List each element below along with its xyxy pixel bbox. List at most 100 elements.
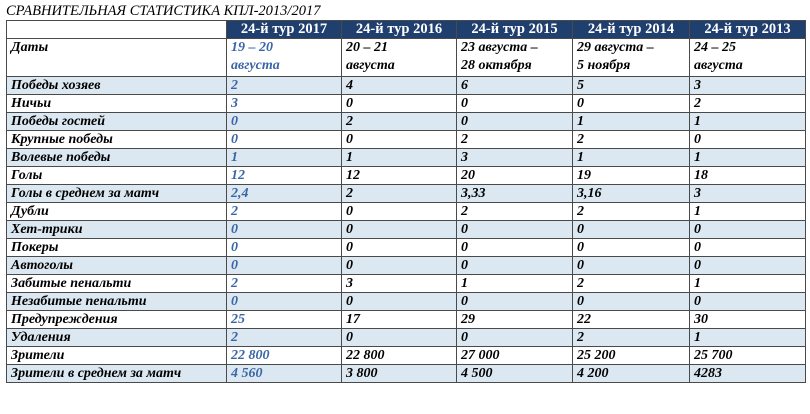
cell-2016: 2 bbox=[341, 112, 457, 131]
row-label: Дубли bbox=[6, 202, 227, 221]
cell-2015: 0 bbox=[456, 328, 573, 347]
dates-cell-2017: 19 – 20 августа bbox=[226, 38, 342, 77]
cell-2015: 2 bbox=[456, 202, 573, 221]
dates-line: августа bbox=[346, 57, 395, 73]
cell-2013: 1 bbox=[689, 148, 806, 167]
cell-2016: 0 bbox=[341, 202, 457, 221]
dates-cell-2015: 23 августа – 28 октября bbox=[456, 38, 573, 77]
cell-2017: 4 560 bbox=[226, 364, 342, 383]
cell-2016: 2 bbox=[341, 184, 457, 203]
cell-2016: 1 bbox=[341, 148, 457, 167]
dates-line: 20 – 21 bbox=[346, 40, 388, 55]
cell-2013: 0 bbox=[689, 238, 806, 257]
dates-line: 29 августа – bbox=[577, 40, 654, 55]
dates-cell-2014: 29 августа – 5 ноября bbox=[572, 38, 690, 77]
row-label: Предупреждения bbox=[6, 310, 227, 329]
cell-2014: 1 bbox=[572, 148, 690, 167]
cell-2017: 12 bbox=[226, 166, 342, 185]
cell-2016: 0 bbox=[341, 220, 457, 239]
table-row: Голы 12 12 20 19 18 bbox=[6, 166, 806, 185]
table-row: Предупреждения 25 17 29 22 30 bbox=[6, 310, 806, 329]
cell-2017: 0 bbox=[226, 130, 342, 149]
cell-2013: 0 bbox=[689, 220, 806, 239]
cell-2015: 0 bbox=[456, 238, 573, 257]
cell-2014: 0 bbox=[572, 220, 690, 239]
cell-2016: 22 800 bbox=[341, 346, 457, 365]
cell-2017: 2,4 bbox=[226, 184, 342, 203]
row-label: Голы bbox=[6, 166, 227, 185]
cell-2014: 5 bbox=[572, 76, 690, 95]
dates-label: Даты bbox=[6, 38, 227, 77]
table-row: Зрители в среднем за матч 4 560 3 800 4 500… bbox=[6, 364, 806, 383]
table-row: Победы хозяев 2 4 6 5 3 bbox=[6, 76, 806, 95]
table-row: Забитые пенальти 2 3 1 2 1 bbox=[6, 274, 806, 293]
cell-2013: 25 700 bbox=[689, 346, 806, 365]
cell-2013: 1 bbox=[689, 202, 806, 221]
cell-2016: 0 bbox=[341, 256, 457, 275]
row-label: Победы хозяев bbox=[6, 76, 227, 95]
cell-2015: 0 bbox=[456, 220, 573, 239]
cell-2016: 3 bbox=[341, 274, 457, 293]
table-row: Крупные победы 0 0 2 2 0 bbox=[6, 130, 806, 149]
cell-2015: 20 bbox=[456, 166, 573, 185]
cell-2017: 1 bbox=[226, 148, 342, 167]
row-label: Покеры bbox=[6, 238, 227, 257]
cell-2013: 18 bbox=[689, 166, 806, 185]
cell-2016: 4 bbox=[341, 76, 457, 95]
dates-line: 24 – 25 bbox=[694, 40, 736, 55]
cell-2014: 0 bbox=[572, 238, 690, 257]
row-label: Хет-трики bbox=[6, 220, 227, 239]
table-row: Ничьи 3 0 0 0 2 bbox=[6, 94, 806, 113]
cell-2015: 0 bbox=[456, 112, 573, 131]
table-row: Голы в среднем за матч 2,4 2 3,33 3,16 3 bbox=[6, 184, 806, 203]
cell-2014: 19 bbox=[572, 166, 690, 185]
cell-2014: 0 bbox=[572, 292, 690, 311]
cell-2014: 2 bbox=[572, 130, 690, 149]
table-row: Покеры 0 0 0 0 0 bbox=[6, 238, 806, 257]
cell-2016: 0 bbox=[341, 238, 457, 257]
cell-2013: 1 bbox=[689, 112, 806, 131]
cell-2017: 0 bbox=[226, 112, 342, 131]
cell-2016: 0 bbox=[341, 328, 457, 347]
cell-2017: 0 bbox=[226, 256, 342, 275]
dates-line: 28 октября bbox=[461, 57, 532, 73]
cell-2016: 12 bbox=[341, 166, 457, 185]
cell-2014: 0 bbox=[572, 256, 690, 275]
table-row: Незабитые пенальти 0 0 0 0 0 bbox=[6, 292, 806, 311]
header-row: 24-й тур 2017 24-й тур 2016 24-й тур 201… bbox=[6, 20, 806, 39]
table-row: Хет-трики 0 0 0 0 0 bbox=[6, 220, 806, 239]
cell-2015: 0 bbox=[456, 94, 573, 113]
dates-cell-2013: 24 – 25 августа bbox=[689, 38, 806, 77]
row-label: Ничьи bbox=[6, 94, 227, 113]
dates-line: 5 ноября bbox=[577, 57, 631, 73]
cell-2014: 0 bbox=[572, 94, 690, 113]
cell-2015: 6 bbox=[456, 76, 573, 95]
table-row: Удаления 2 0 0 2 1 bbox=[6, 328, 806, 347]
cell-2014: 3,16 bbox=[572, 184, 690, 203]
cell-2014: 2 bbox=[572, 328, 690, 347]
cell-2013: 4283 bbox=[689, 364, 806, 383]
page-title: СРАВНИТЕЛЬНАЯ СТАТИСТИКА КПЛ-2013/2017 bbox=[6, 3, 321, 19]
dates-line: 23 августа – bbox=[461, 40, 538, 55]
cell-2016: 0 bbox=[341, 130, 457, 149]
table-row: Волевые победы 1 1 3 1 1 bbox=[6, 148, 806, 167]
cell-2016: 0 bbox=[341, 94, 457, 113]
cell-2013: 3 bbox=[689, 184, 806, 203]
column-header-2017: 24-й тур 2017 bbox=[226, 20, 342, 39]
header-corner-cell bbox=[6, 20, 227, 39]
table-row: Дубли 2 0 2 2 1 bbox=[6, 202, 806, 221]
cell-2015: 4 500 bbox=[456, 364, 573, 383]
row-label: Зрители bbox=[6, 346, 227, 365]
cell-2017: 3 bbox=[226, 94, 342, 113]
cell-2014: 2 bbox=[572, 202, 690, 221]
row-label: Зрители в среднем за матч bbox=[6, 364, 227, 383]
row-label: Забитые пенальти bbox=[6, 274, 227, 293]
table-row: Победы гостей 0 2 0 1 1 bbox=[6, 112, 806, 131]
cell-2015: 1 bbox=[456, 274, 573, 293]
dates-line: 19 – 20 bbox=[231, 40, 273, 55]
cell-2016: 17 bbox=[341, 310, 457, 329]
cell-2013: 2 bbox=[689, 94, 806, 113]
dates-cell-2016: 20 – 21 августа bbox=[341, 38, 457, 77]
cell-2017: 0 bbox=[226, 220, 342, 239]
cell-2014: 1 bbox=[572, 112, 690, 131]
